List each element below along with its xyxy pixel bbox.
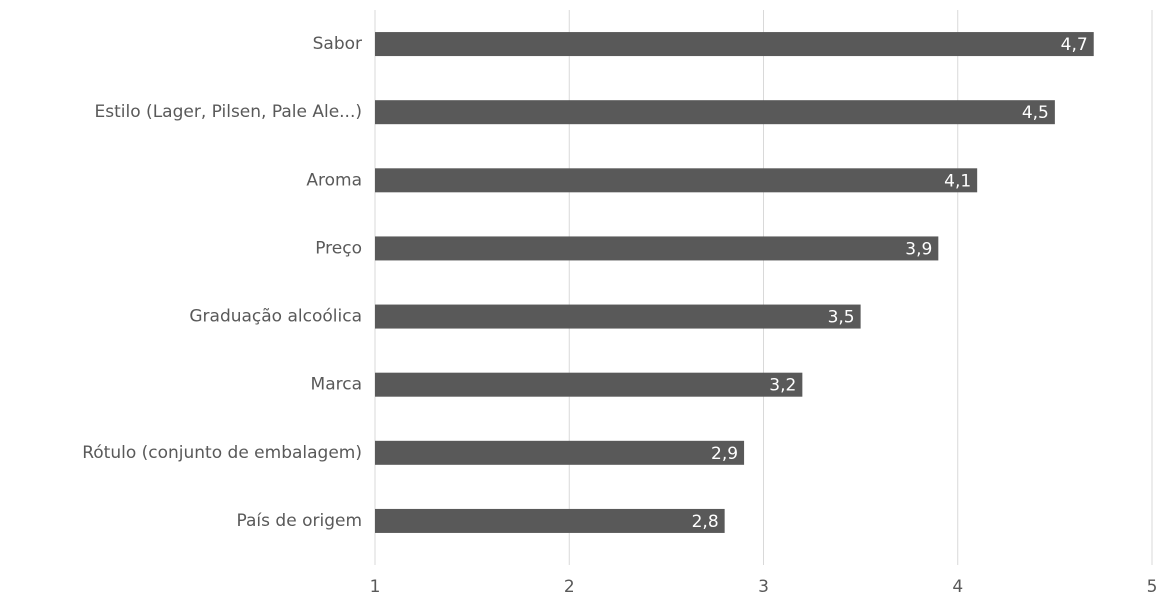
data-label: 3,2	[769, 376, 796, 396]
bar	[375, 100, 1055, 125]
x-tick-label: 5	[1147, 577, 1158, 597]
x-tick-label: 4	[952, 577, 963, 597]
bar	[375, 236, 939, 261]
x-tick-label: 1	[370, 577, 381, 597]
data-label: 2,9	[711, 444, 738, 464]
bar	[375, 32, 1094, 57]
bar	[375, 168, 978, 193]
x-tick-label: 3	[758, 577, 769, 597]
bar	[375, 508, 725, 533]
data-label: 4,5	[1022, 103, 1049, 123]
y-tick-label: Graduação alcoólica	[189, 307, 362, 327]
y-tick-label: Sabor	[313, 34, 362, 54]
y-tick-label: Marca	[311, 375, 362, 395]
y-tick-label: Rótulo (conjunto de embalagem)	[82, 443, 362, 463]
y-tick-label: País de origem	[237, 511, 362, 531]
bar	[375, 440, 745, 465]
data-label: 4,7	[1061, 35, 1088, 55]
y-tick-label: Estilo (Lager, Pilsen, Pale Ale...)	[95, 102, 362, 122]
data-label: 2,8	[692, 512, 719, 532]
y-tick-label: Preço	[315, 238, 362, 258]
x-tick-label: 2	[564, 577, 575, 597]
data-label: 3,9	[905, 239, 932, 259]
bar	[375, 372, 803, 397]
data-label: 3,5	[828, 308, 855, 328]
data-label: 4,1	[944, 171, 971, 191]
y-tick-label: Aroma	[306, 170, 362, 190]
bar	[375, 304, 861, 329]
